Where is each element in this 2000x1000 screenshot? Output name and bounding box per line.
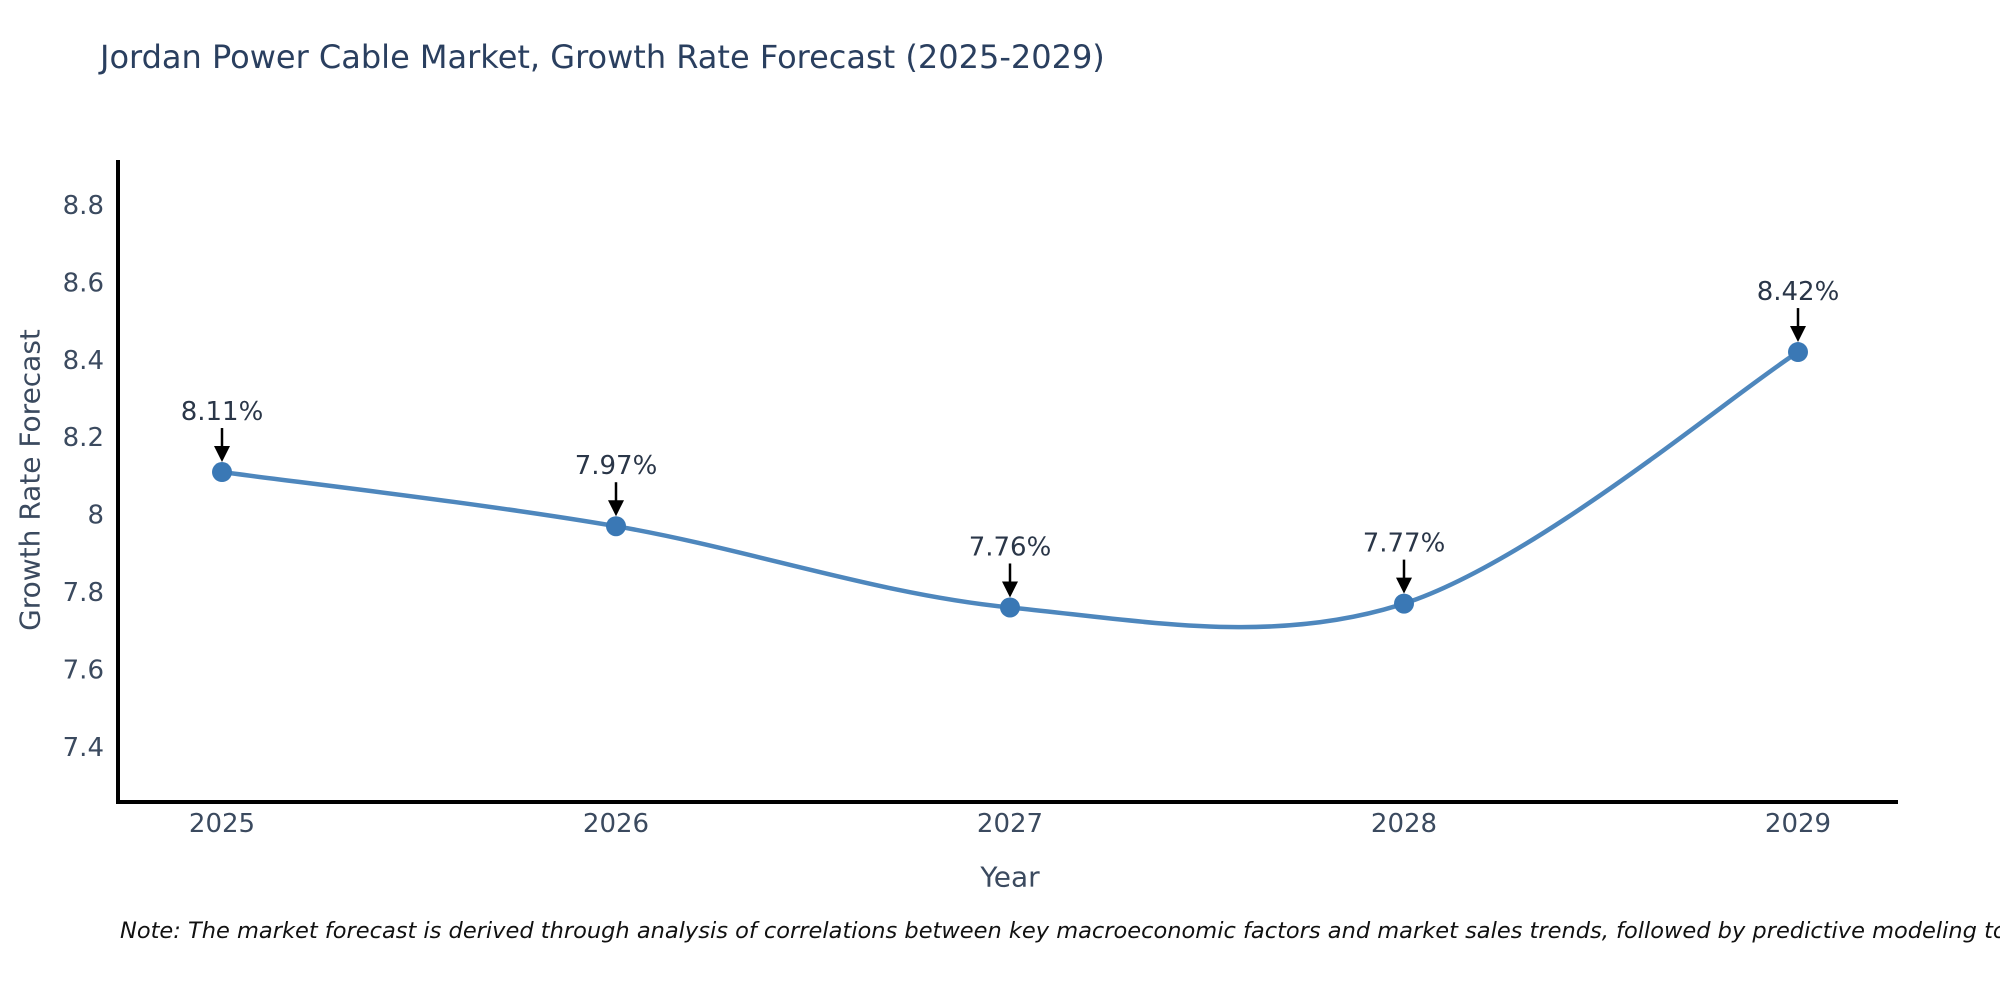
y-tick-label: 8.4 [63, 346, 104, 376]
data-point-2028 [1394, 593, 1414, 614]
chart-title: Jordan Power Cable Market, Growth Rate F… [100, 38, 1105, 76]
x-tick-label: 2025 [189, 809, 255, 839]
annotation-arrow-head [1396, 577, 1412, 594]
data-point-2029 [1788, 342, 1808, 363]
annotation-arrow-head [214, 446, 230, 463]
y-tick-label: 7.8 [63, 578, 104, 608]
annotation-arrow-head [1790, 326, 1806, 343]
annotation-label: 7.76% [969, 532, 1052, 562]
x-tick-label: 2028 [1371, 809, 1437, 839]
annotation-label: 7.97% [575, 451, 658, 481]
data-point-2026 [606, 516, 626, 537]
annotation-label: 8.11% [181, 397, 264, 427]
y-tick-label: 7.6 [63, 655, 104, 685]
y-tick-label: 8.6 [63, 268, 104, 298]
x-tick-label: 2027 [977, 809, 1043, 839]
y-axis-title: Growth Rate Forecast [13, 329, 47, 631]
annotation-arrow-head [1002, 581, 1018, 598]
y-tick-label: 8.2 [63, 423, 104, 453]
data-point-2025 [212, 462, 232, 483]
x-axis-title: Year [980, 860, 1040, 894]
y-tick-label: 8.8 [63, 191, 104, 221]
x-tick-label: 2026 [583, 809, 649, 839]
annotation-arrow-head [608, 500, 624, 517]
x-tick-label: 2029 [1765, 809, 1831, 839]
data-point-2027 [1000, 597, 1020, 618]
footnote: Note: The market forecast is derived thr… [120, 918, 2000, 944]
annotation-label: 7.77% [1363, 529, 1446, 559]
y-tick-label: 7.4 [63, 733, 104, 763]
y-tick-label: 8 [87, 501, 104, 531]
annotation-label: 8.42% [1757, 277, 1840, 307]
